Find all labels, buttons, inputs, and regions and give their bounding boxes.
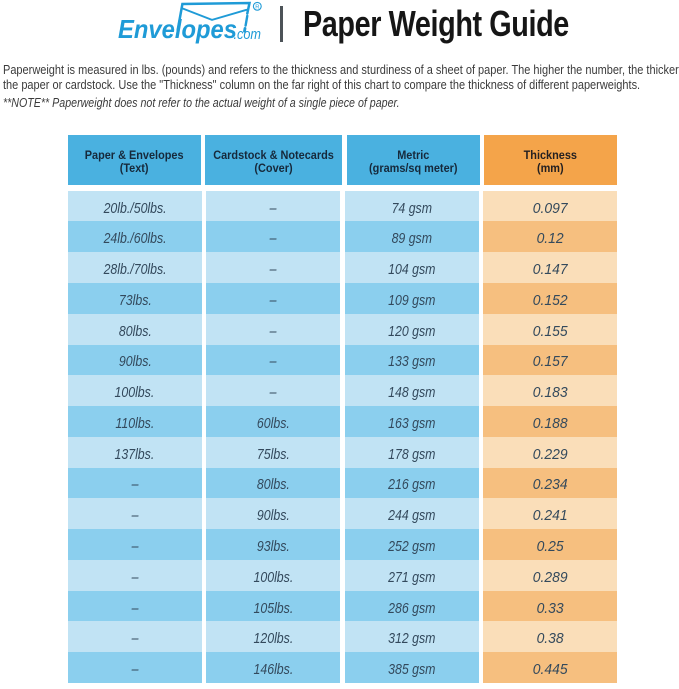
svg-text:R: R bbox=[255, 5, 259, 11]
svg-text:.com: .com bbox=[234, 26, 262, 43]
